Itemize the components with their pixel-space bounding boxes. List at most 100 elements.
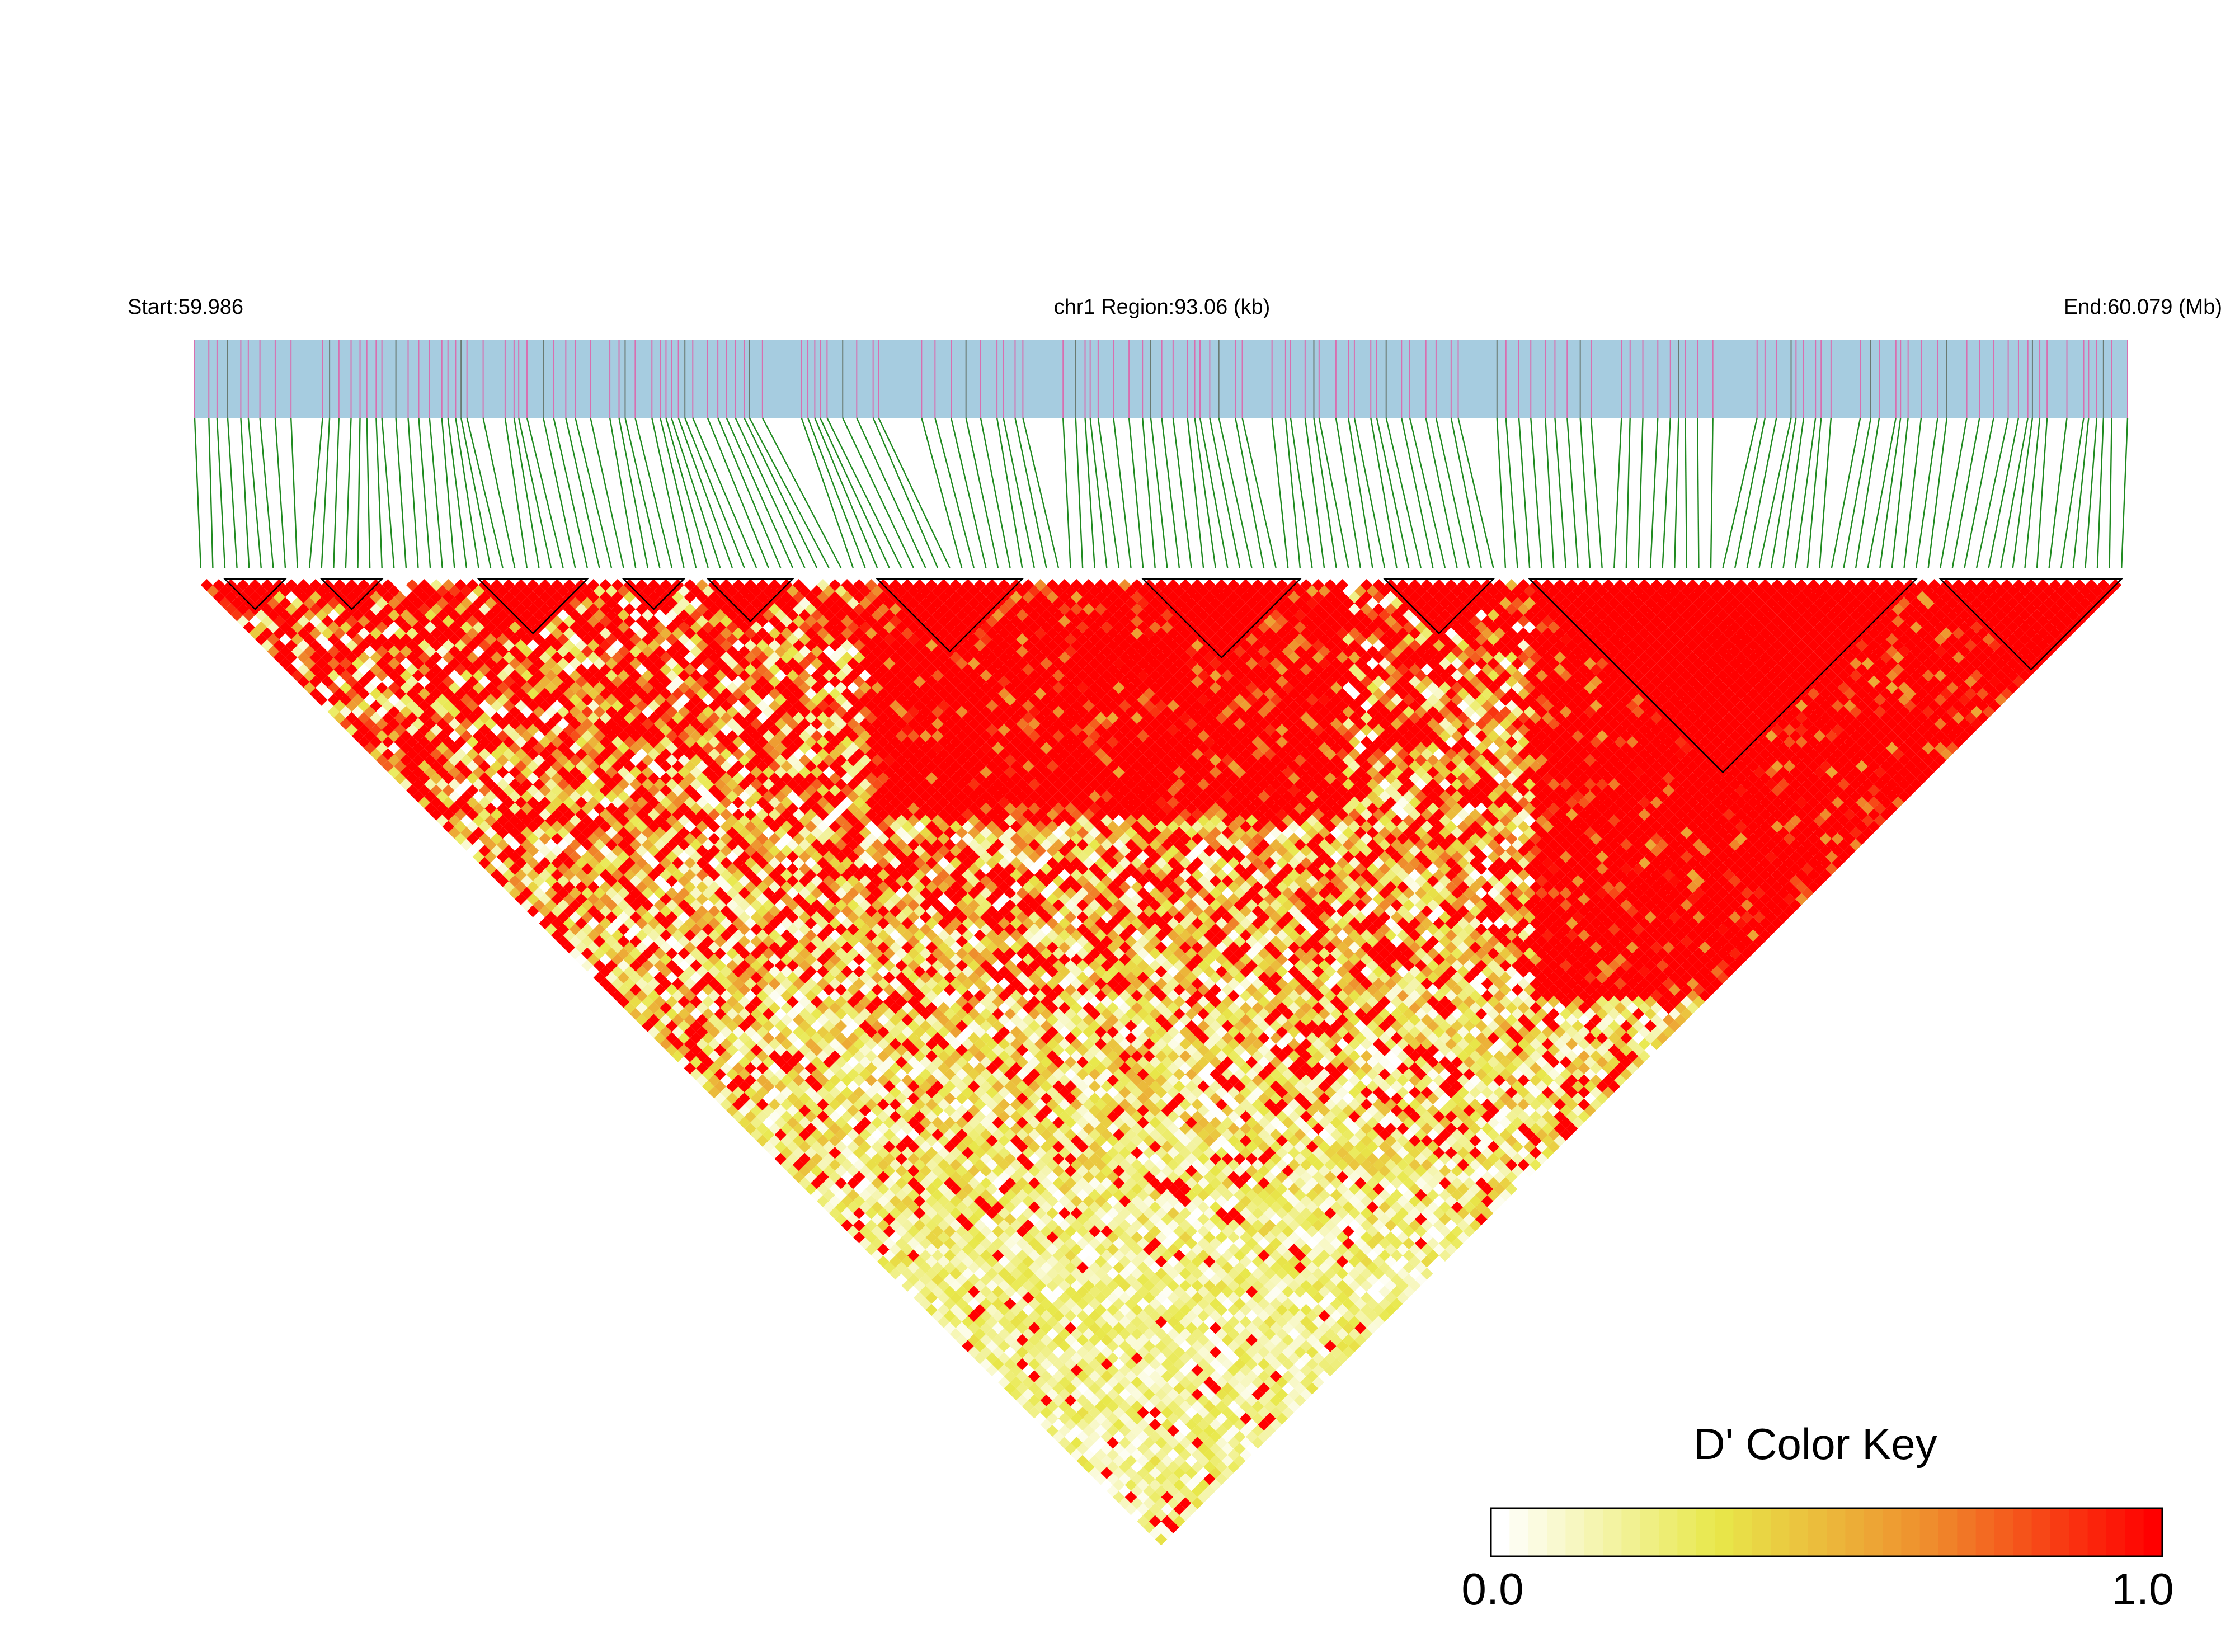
snp-connector xyxy=(1313,417,1337,568)
ld-heatmap xyxy=(200,579,2122,1546)
snp-connector xyxy=(980,417,1011,568)
snp-connector xyxy=(553,417,588,568)
snp-connector xyxy=(1867,417,1897,568)
snp-connector xyxy=(1235,417,1265,568)
snp-connector xyxy=(1927,417,1948,568)
snp-connector xyxy=(1879,417,1902,568)
snp-connector xyxy=(194,417,201,568)
snp-connector xyxy=(366,417,371,568)
snp-connector xyxy=(1370,417,1398,568)
snp-connector xyxy=(878,417,951,568)
snp-connector xyxy=(1940,417,1968,568)
snp-connector xyxy=(749,417,830,568)
region-start-label: Start:59.986 xyxy=(128,295,243,319)
snp-connector xyxy=(634,417,673,568)
snp-connector xyxy=(1505,417,1518,568)
snp-connector xyxy=(1385,417,1422,568)
snp-connector xyxy=(345,417,352,568)
snp-connector xyxy=(1376,417,1410,568)
snp-connector xyxy=(1003,417,1035,568)
snp-connector xyxy=(1554,417,1567,568)
snp-connector xyxy=(1782,417,1805,568)
snp-connector xyxy=(651,417,685,568)
snp-connector xyxy=(1335,417,1361,568)
snp-connector xyxy=(1794,417,1817,568)
snp-connector xyxy=(1014,417,1047,568)
snp-connector xyxy=(684,417,745,568)
snp-connector xyxy=(407,417,419,568)
snp-connector xyxy=(1097,417,1120,568)
snp-connector xyxy=(1530,417,1542,568)
snp-connector xyxy=(1194,417,1216,568)
snp-connector xyxy=(1218,417,1253,568)
snp-connector xyxy=(1625,417,1631,568)
snp-connector xyxy=(1566,417,1579,568)
snp-connector xyxy=(1199,417,1229,568)
snp-connector xyxy=(466,417,504,568)
snp-connector xyxy=(1128,417,1144,568)
snp-connector xyxy=(1062,417,1071,568)
snp-connector xyxy=(921,417,963,568)
snp-connector xyxy=(1450,417,1482,568)
snp-connector xyxy=(333,417,340,568)
region-bar xyxy=(195,340,2128,418)
snp-connector xyxy=(1951,417,1980,568)
snp-connector xyxy=(1496,417,1507,568)
snp-connector xyxy=(290,417,298,568)
snp-connector xyxy=(717,417,782,568)
snp-connector xyxy=(2048,417,2068,568)
snp-connector xyxy=(1318,417,1349,568)
snp-connector xyxy=(726,417,793,568)
snp-connector xyxy=(375,417,383,568)
snp-connector xyxy=(1304,417,1325,568)
snp-connector xyxy=(842,417,914,568)
snp-connector xyxy=(670,417,721,568)
snp-connector xyxy=(807,417,866,568)
snp-connector xyxy=(872,417,939,568)
snp-connector xyxy=(482,417,516,568)
snp-connector xyxy=(677,417,733,568)
snp-connector xyxy=(321,417,331,568)
snp-connector xyxy=(801,417,854,568)
snp-connector xyxy=(1545,417,1555,568)
snp-connector xyxy=(1401,417,1434,568)
snp-connector xyxy=(526,417,564,568)
snp-connector xyxy=(856,417,926,568)
snp-connector xyxy=(624,417,661,568)
snp-connector xyxy=(418,417,431,568)
snp-connector xyxy=(2096,417,2105,568)
snp-connector xyxy=(1674,417,1679,568)
snp-connector xyxy=(460,417,492,568)
snp-connector xyxy=(357,417,361,568)
snp-connector xyxy=(240,417,250,568)
snp-connector xyxy=(1241,417,1277,568)
snp-connector xyxy=(2121,417,2129,568)
snp-connector xyxy=(447,417,468,568)
snp-connector xyxy=(1590,417,1603,568)
snp-connector xyxy=(819,417,890,568)
snp-connector xyxy=(1710,417,1714,568)
snp-connector xyxy=(1819,417,1832,568)
snp-connector xyxy=(2000,417,2029,568)
snp-connector xyxy=(1697,417,1700,568)
region-end-label: End:60.079 (Mb) xyxy=(2064,295,2222,319)
snp-connectors xyxy=(194,417,2129,568)
snp-connector xyxy=(1209,417,1241,568)
snp-connector xyxy=(441,417,455,568)
snp-connector xyxy=(455,417,479,568)
snp-connector xyxy=(259,417,274,568)
snp-connector xyxy=(1649,417,1659,568)
snp-connector xyxy=(2036,417,2048,568)
snp-connector xyxy=(543,417,576,568)
snp-connector xyxy=(2109,417,2112,568)
snp-connector xyxy=(513,417,540,568)
snp-connector xyxy=(381,417,395,568)
snp-connector xyxy=(1353,417,1386,568)
snp-connector xyxy=(609,417,637,568)
snp-connector xyxy=(1915,417,1938,568)
snp-connector xyxy=(208,417,214,568)
snp-connector xyxy=(1891,417,1909,568)
snp-connector xyxy=(1113,417,1132,568)
snp-connector xyxy=(1161,417,1180,568)
